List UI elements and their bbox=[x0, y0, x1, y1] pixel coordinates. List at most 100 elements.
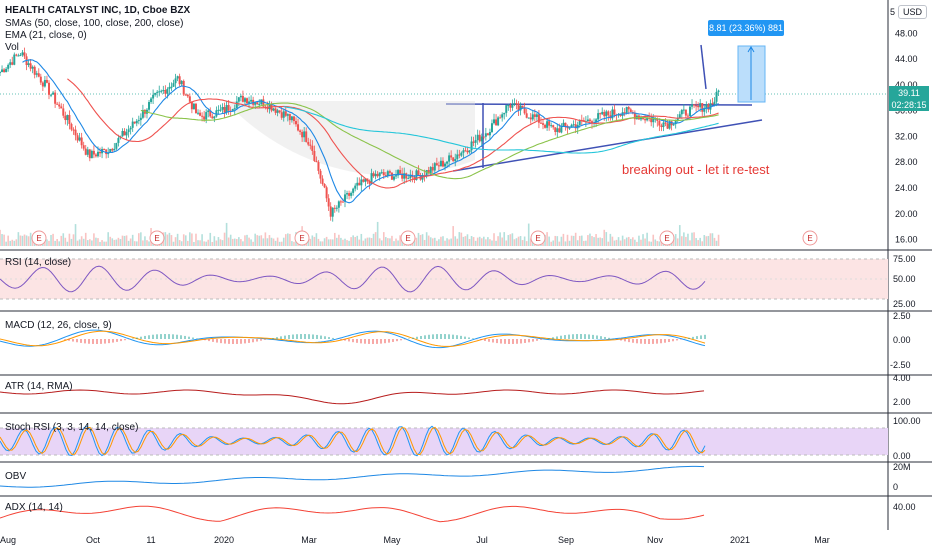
earnings-marker[interactable] bbox=[400, 230, 416, 246]
candle-body bbox=[60, 106, 63, 109]
candle-body bbox=[527, 117, 530, 119]
candle-body bbox=[207, 110, 210, 113]
candle-body bbox=[623, 112, 626, 114]
volume-bar bbox=[399, 235, 401, 246]
candle-body bbox=[317, 162, 320, 171]
volume-bar bbox=[146, 240, 148, 246]
volume-bar bbox=[174, 237, 177, 246]
stoch-tick-0: 0.00 bbox=[893, 451, 911, 461]
macd-histogram-bar bbox=[372, 339, 374, 344]
earnings-marker[interactable] bbox=[530, 230, 546, 246]
candle-body bbox=[233, 108, 236, 110]
macd-histogram-bar bbox=[264, 339, 266, 340]
candle-body bbox=[56, 103, 59, 105]
volume-bar bbox=[385, 237, 387, 246]
volume-bar bbox=[3, 234, 5, 246]
volume-bar bbox=[236, 238, 238, 246]
candle-body bbox=[45, 79, 48, 83]
macd-histogram-bar bbox=[356, 339, 358, 343]
candle-body bbox=[33, 66, 36, 75]
obv-tick-0: 0 bbox=[893, 482, 898, 492]
x-tick-label: Mar bbox=[814, 535, 830, 545]
candle-body bbox=[327, 198, 330, 207]
candle-body bbox=[625, 107, 628, 113]
price-tag bbox=[889, 86, 929, 99]
y-tick-label: 32.00 bbox=[895, 131, 918, 141]
candle-body bbox=[176, 76, 179, 79]
volume-bar bbox=[517, 236, 520, 246]
candle-body bbox=[341, 201, 344, 203]
volume-bar bbox=[436, 240, 438, 246]
earnings-marker[interactable] bbox=[802, 230, 818, 246]
candle-body bbox=[27, 63, 30, 65]
volume-bar bbox=[389, 238, 391, 246]
candle-body bbox=[668, 121, 671, 129]
volume-bar bbox=[601, 238, 604, 246]
volume-bar bbox=[340, 237, 342, 246]
candle-body bbox=[152, 94, 155, 99]
candle-body bbox=[523, 108, 526, 114]
volume-bar bbox=[546, 232, 548, 246]
volume-bar bbox=[121, 235, 124, 246]
volume-bar bbox=[360, 233, 363, 246]
volume-bar bbox=[674, 234, 677, 246]
candle-body bbox=[386, 171, 389, 176]
currency-button[interactable]: USD bbox=[898, 5, 928, 19]
candle-body bbox=[343, 194, 346, 202]
candle-body bbox=[350, 192, 353, 196]
earnings-marker[interactable] bbox=[294, 230, 310, 246]
volume-bar bbox=[350, 237, 352, 246]
volume-bar bbox=[656, 241, 659, 246]
volume-bar bbox=[495, 240, 497, 246]
macd-histogram-bar bbox=[208, 339, 210, 342]
candle-body bbox=[260, 99, 263, 104]
volume-bar bbox=[54, 240, 56, 246]
candle-body bbox=[531, 114, 534, 120]
volume-bar bbox=[697, 240, 699, 246]
macd-histogram-bar bbox=[216, 339, 218, 343]
candle-body bbox=[562, 122, 565, 126]
earnings-marker[interactable] bbox=[659, 230, 675, 246]
macd-histogram-bar bbox=[340, 339, 342, 340]
volume-bar bbox=[282, 237, 285, 246]
volume-bar bbox=[317, 238, 320, 246]
volume-bar bbox=[442, 236, 444, 246]
earnings-marker[interactable] bbox=[149, 230, 165, 246]
volume-bar bbox=[60, 235, 63, 246]
candle-body bbox=[695, 105, 698, 107]
candle-body bbox=[346, 193, 349, 195]
macd-histogram-bar bbox=[100, 339, 102, 344]
candle-body bbox=[539, 122, 542, 124]
candle-body bbox=[139, 117, 142, 121]
earnings-marker[interactable] bbox=[31, 230, 47, 246]
earnings-marker-label: E bbox=[664, 234, 669, 243]
candle-body bbox=[358, 182, 361, 186]
candle-body bbox=[305, 131, 308, 143]
volume-bar bbox=[276, 237, 279, 246]
candle-body bbox=[150, 98, 153, 103]
candle-body bbox=[72, 129, 75, 131]
candle-body bbox=[484, 133, 487, 137]
candle-body bbox=[558, 128, 561, 133]
volume-bar bbox=[378, 238, 381, 246]
candle-body bbox=[154, 92, 157, 95]
candle-body bbox=[276, 110, 279, 113]
macd-histogram-bar bbox=[136, 337, 138, 339]
macd-histogram-bar bbox=[384, 339, 386, 344]
volume-bar bbox=[80, 236, 83, 246]
candle-body bbox=[141, 110, 144, 118]
rsi-band bbox=[0, 259, 888, 299]
candle-body bbox=[197, 112, 200, 114]
macd-histogram-bar bbox=[188, 336, 190, 339]
candle-body bbox=[17, 55, 20, 57]
macd-histogram-bar bbox=[212, 339, 214, 342]
candle-body bbox=[678, 114, 681, 118]
candle-body bbox=[550, 125, 553, 127]
macd-histogram-bar bbox=[364, 339, 366, 344]
macd-histogram-bar bbox=[152, 334, 154, 339]
macd-histogram-bar bbox=[96, 339, 98, 344]
candle-body bbox=[388, 171, 391, 173]
candle-body bbox=[658, 120, 661, 126]
